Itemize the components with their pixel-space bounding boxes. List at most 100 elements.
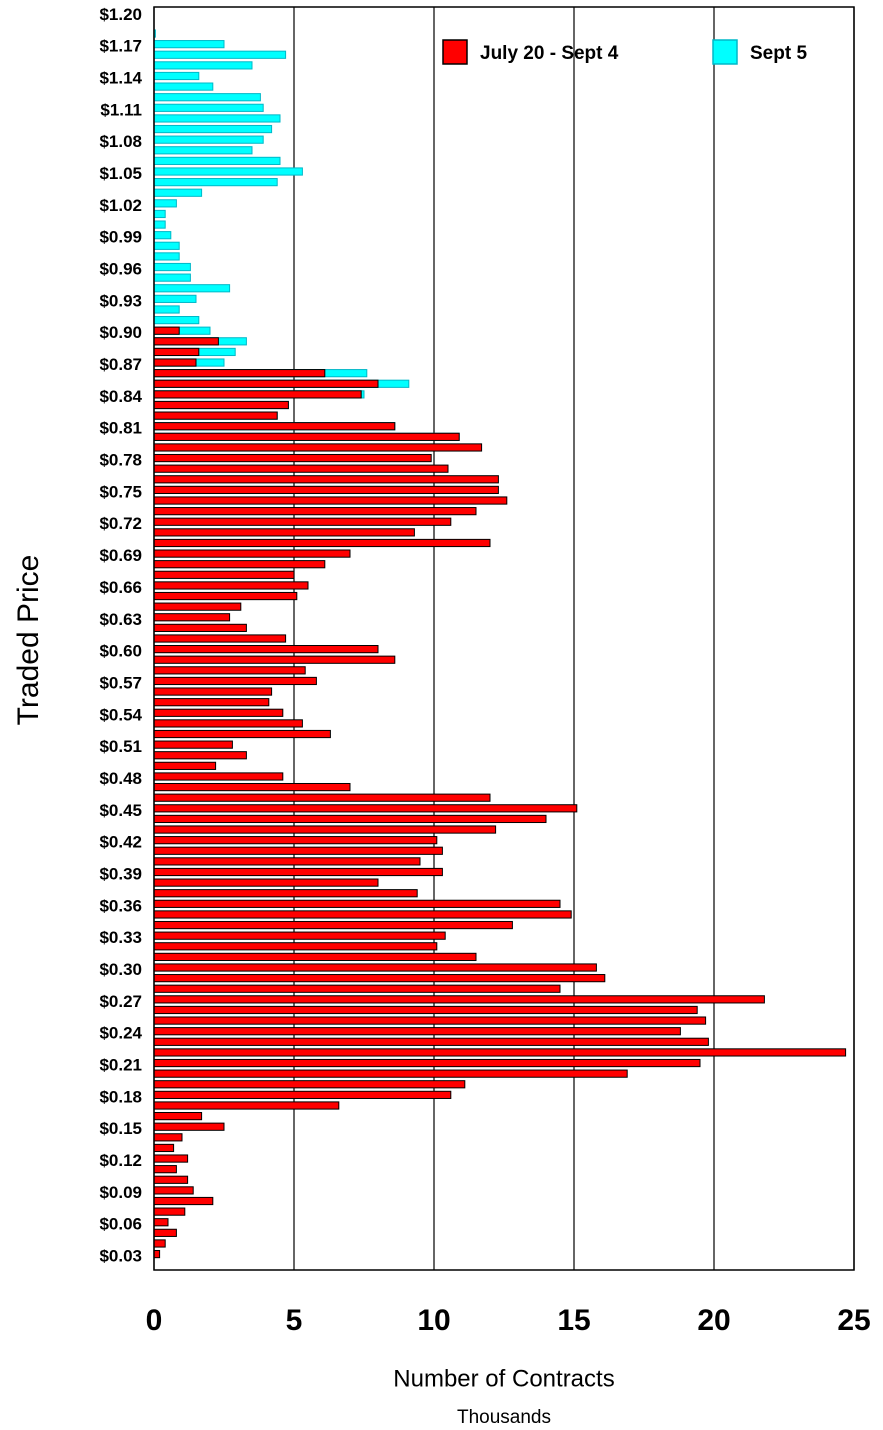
y-tick-label: $0.81 — [99, 419, 142, 438]
bar — [153, 114, 281, 123]
y-tick-label: $0.51 — [99, 737, 142, 756]
bar — [153, 315, 200, 325]
bar — [153, 581, 309, 590]
bar — [153, 1016, 707, 1025]
bar — [153, 379, 379, 388]
bar — [153, 772, 284, 781]
bar — [153, 666, 306, 675]
bar — [153, 1165, 177, 1174]
bar — [153, 284, 231, 293]
bar — [153, 751, 247, 760]
bar — [153, 347, 200, 357]
y-tick-label: $0.57 — [99, 673, 142, 692]
bar — [153, 1154, 189, 1163]
bar — [153, 1239, 166, 1248]
bar — [153, 560, 326, 569]
bar — [153, 167, 303, 176]
bar — [153, 50, 287, 59]
bar — [153, 729, 331, 739]
bar — [153, 1005, 698, 1015]
y-tick-label: $0.96 — [99, 260, 142, 279]
bar — [153, 124, 273, 134]
bar — [153, 411, 278, 420]
y-tick-label: $0.18 — [99, 1087, 142, 1106]
bar — [153, 1228, 177, 1237]
bar — [153, 782, 351, 792]
bar — [153, 337, 219, 346]
bar — [153, 995, 765, 1004]
bar — [153, 931, 446, 940]
bar — [153, 40, 225, 49]
bar — [153, 475, 499, 484]
bar — [153, 326, 180, 335]
legend-swatch — [442, 39, 468, 65]
bar — [153, 135, 264, 144]
bar — [153, 1101, 340, 1110]
bar — [153, 432, 460, 441]
y-tick-label: $1.20 — [99, 5, 142, 24]
y-tick-label: $0.87 — [99, 355, 142, 374]
y-tick-label: $0.45 — [99, 801, 142, 820]
bar — [153, 984, 561, 993]
bar — [153, 400, 289, 410]
y-tick-label: $0.33 — [99, 928, 142, 947]
x-tick-label: 10 — [417, 1304, 450, 1337]
y-tick-label: $0.84 — [99, 387, 142, 406]
bar — [153, 262, 191, 272]
bar — [153, 549, 351, 558]
bar — [153, 645, 379, 654]
legend-swatch — [712, 39, 738, 65]
bar — [153, 602, 242, 611]
bar — [153, 942, 438, 951]
bar — [153, 103, 264, 112]
y-tick-label: $1.14 — [99, 68, 142, 87]
y-tick-label: $0.15 — [99, 1119, 142, 1138]
y-tick-label: $0.78 — [99, 451, 142, 470]
y-tick-label: $0.48 — [99, 769, 142, 788]
bar — [153, 719, 303, 728]
bar — [153, 740, 233, 749]
bar — [153, 1112, 203, 1121]
bar — [153, 1048, 847, 1057]
bar — [153, 793, 491, 802]
bar — [153, 422, 396, 431]
x-tick-label: 15 — [557, 1304, 590, 1337]
legend-label: Sept 5 — [750, 43, 807, 64]
bar — [153, 920, 513, 930]
bar — [153, 1027, 681, 1036]
bar — [153, 761, 217, 770]
bar — [153, 857, 421, 866]
bar — [153, 867, 443, 877]
bar — [153, 1175, 189, 1184]
bar — [153, 974, 606, 983]
bar — [153, 836, 438, 845]
bar — [153, 464, 449, 473]
x-tick-label: 20 — [697, 1304, 730, 1337]
y-tick-label: $0.06 — [99, 1215, 142, 1234]
y-tick-label: $0.75 — [99, 482, 142, 501]
bar — [153, 61, 253, 70]
bar — [153, 241, 180, 250]
bar — [153, 1196, 214, 1206]
bar — [153, 676, 317, 686]
bar — [153, 1186, 194, 1195]
bar — [153, 623, 247, 632]
bar — [153, 485, 499, 495]
bar — [153, 878, 379, 887]
bar — [153, 199, 177, 208]
bar — [153, 687, 273, 696]
bar — [153, 93, 261, 102]
x-tick-label: 0 — [146, 1304, 163, 1337]
y-tick-label: $0.09 — [99, 1183, 142, 1202]
plot-border — [153, 6, 855, 1271]
y-tick-label: $0.36 — [99, 896, 142, 915]
bar — [153, 507, 477, 516]
y-tick-label: $1.05 — [99, 164, 142, 183]
bar — [153, 1133, 183, 1142]
y-tick-label: $0.69 — [99, 546, 142, 565]
bar — [153, 453, 432, 463]
y-tick-label: $1.08 — [99, 132, 142, 151]
y-tick-label: $0.54 — [99, 705, 142, 724]
bar — [153, 708, 284, 717]
bar — [153, 899, 561, 908]
